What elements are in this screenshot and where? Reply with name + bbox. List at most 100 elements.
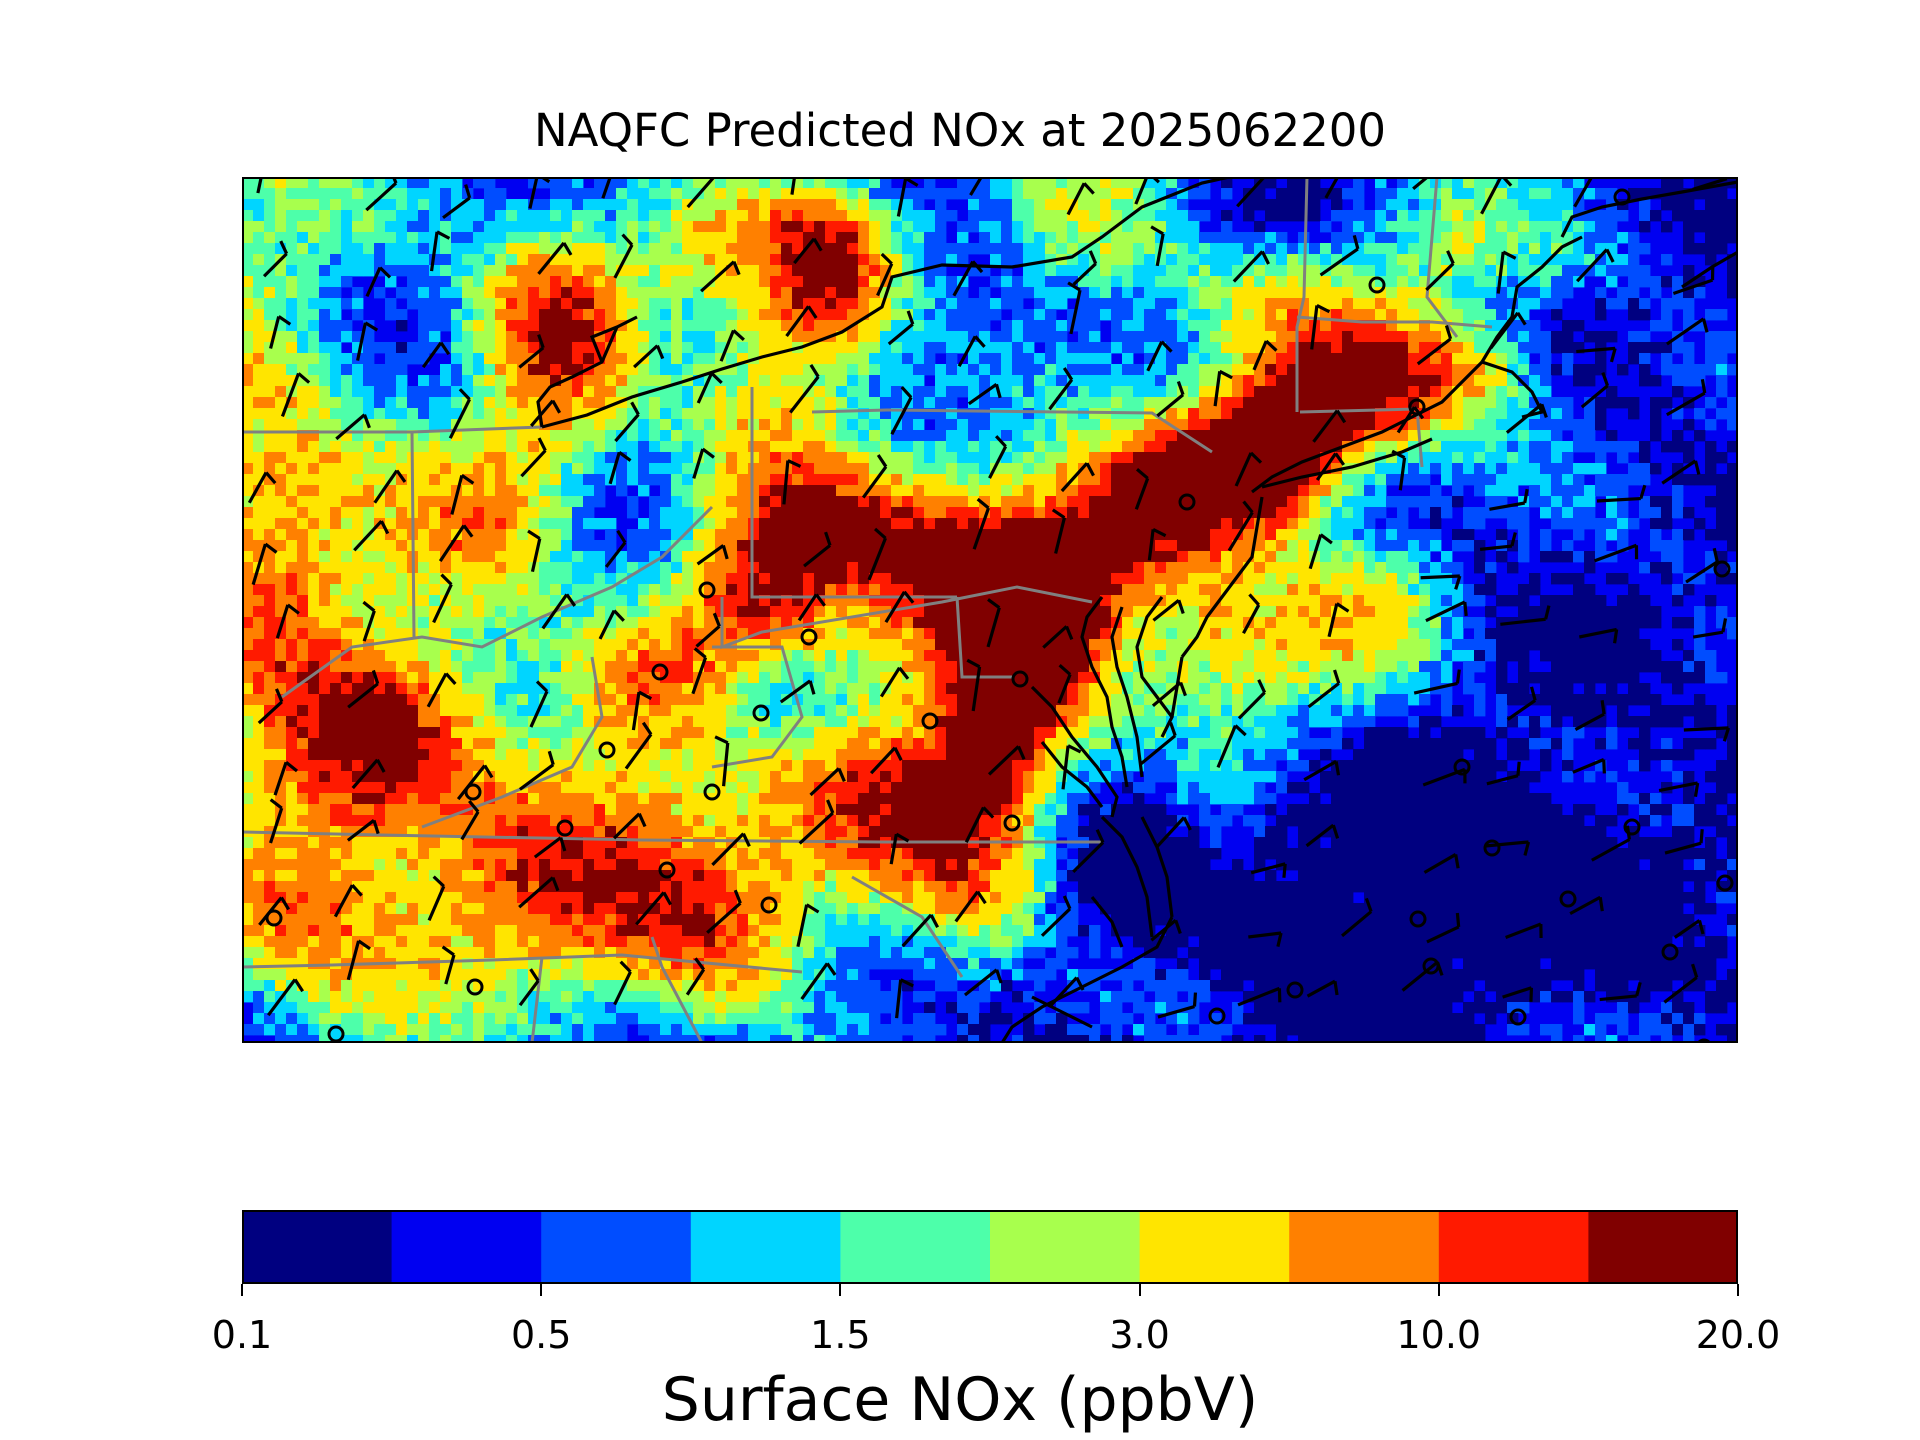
wind-barb — [1048, 367, 1074, 411]
wind-barb — [803, 531, 832, 568]
wind-barb — [635, 891, 673, 926]
wind-barb — [1599, 981, 1642, 1002]
station-marker — [1409, 910, 1427, 928]
wind-barb — [1042, 625, 1074, 649]
station-marker — [1509, 1008, 1527, 1026]
wind-barb — [346, 819, 380, 842]
wind-barb — [1306, 979, 1339, 998]
wind-barb — [986, 598, 1001, 648]
nox-concentration-field — [242, 177, 1738, 1043]
wind-barb — [356, 321, 379, 361]
coastline-segment — [1480, 235, 1583, 363]
colorbar-tick-mark — [839, 1284, 842, 1296]
colorbar-border — [242, 1210, 1738, 1284]
wind-barb — [1308, 533, 1333, 570]
coastline-segment — [1110, 606, 1144, 778]
wind-barb — [456, 764, 494, 801]
colorbar-segment — [990, 1210, 1141, 1284]
colorbar-label: Surface NOx (ppbV) — [661, 1365, 1259, 1435]
wind-barb — [1692, 177, 1729, 191]
wind-barb — [890, 385, 913, 435]
wind-barb — [957, 335, 986, 368]
wind-barb — [1319, 234, 1360, 277]
wind-barb — [1425, 600, 1468, 623]
wind-barb — [262, 240, 289, 278]
wind-barb — [365, 177, 398, 212]
state-border-line — [1295, 177, 1309, 412]
wind-barb — [782, 459, 802, 505]
wind-barb — [1426, 912, 1461, 944]
wind-barb — [533, 836, 567, 859]
wind-barb — [441, 945, 456, 985]
station-marker — [466, 978, 484, 996]
wind-barb — [267, 978, 305, 1017]
wind-barb — [1685, 547, 1719, 584]
wind-barb — [1315, 452, 1346, 481]
colorbar-tick-mark — [540, 1284, 543, 1296]
wind-barb — [1151, 681, 1187, 708]
wind-barb — [269, 315, 292, 349]
state-border-line — [242, 425, 543, 434]
wind-barb — [879, 666, 910, 698]
wind-barb — [1341, 897, 1373, 938]
wind-barb — [529, 680, 549, 728]
colorbar-segment — [690, 1210, 841, 1284]
state-border-line — [1299, 407, 1418, 414]
wind-barb — [988, 435, 1008, 479]
wind-barb — [1479, 532, 1517, 551]
wind-barb — [518, 334, 545, 369]
station-marker — [1713, 560, 1731, 578]
wind-barb — [964, 806, 995, 843]
colorbar-tick-mark — [1138, 1284, 1141, 1296]
station-marker — [1661, 943, 1679, 961]
station-marker — [1368, 276, 1386, 294]
station-marker — [752, 704, 770, 722]
wind-barb — [624, 721, 653, 770]
wind-barb — [1666, 379, 1707, 417]
wind-barb — [1138, 721, 1177, 766]
wind-barb — [1216, 724, 1247, 768]
wind-barb — [696, 371, 723, 404]
state-border-line — [1415, 408, 1424, 468]
wind-barb — [1067, 281, 1082, 335]
wind-barb — [1673, 919, 1705, 939]
wind-barb — [1305, 823, 1340, 848]
station-marker — [598, 741, 616, 759]
coastline-segment — [1481, 360, 1545, 419]
wind-barb — [966, 658, 982, 712]
station-marker — [1613, 188, 1631, 206]
wind-barb — [798, 799, 835, 845]
map-frame-border — [242, 177, 1738, 1043]
wind-barb — [706, 889, 742, 934]
wind-barb — [896, 177, 919, 217]
wind-barb — [1489, 311, 1527, 350]
wind-barb — [1051, 508, 1066, 554]
wind-barb — [1048, 976, 1085, 1008]
wind-barb — [779, 679, 816, 704]
wind-barb — [695, 612, 721, 648]
coastline-segment — [1030, 685, 1119, 818]
colorbar-segment — [1139, 1210, 1290, 1284]
wind-barb — [797, 593, 826, 622]
colorbar-segment — [1588, 1210, 1738, 1284]
state-border-line — [281, 505, 714, 699]
state-border-line — [242, 830, 1102, 844]
wind-barb — [1506, 686, 1537, 721]
wind-barb — [257, 688, 284, 725]
wind-barb — [1157, 992, 1198, 1019]
state-border-line — [410, 431, 416, 638]
nox-map — [242, 177, 1738, 1043]
wind-barb — [442, 184, 472, 220]
wind-barb — [1420, 574, 1462, 590]
wind-barb — [1489, 488, 1529, 511]
wind-barb — [1423, 853, 1460, 874]
wind-barb — [432, 573, 453, 624]
wind-barb — [691, 647, 708, 695]
wind-barb — [598, 609, 625, 640]
wind-barb — [373, 469, 407, 504]
colorbar-tick-mark — [1437, 1284, 1440, 1296]
wind-barb — [429, 230, 451, 272]
wind-barb — [450, 474, 475, 515]
wind-barb — [711, 832, 751, 866]
wind-barb — [1150, 919, 1182, 942]
